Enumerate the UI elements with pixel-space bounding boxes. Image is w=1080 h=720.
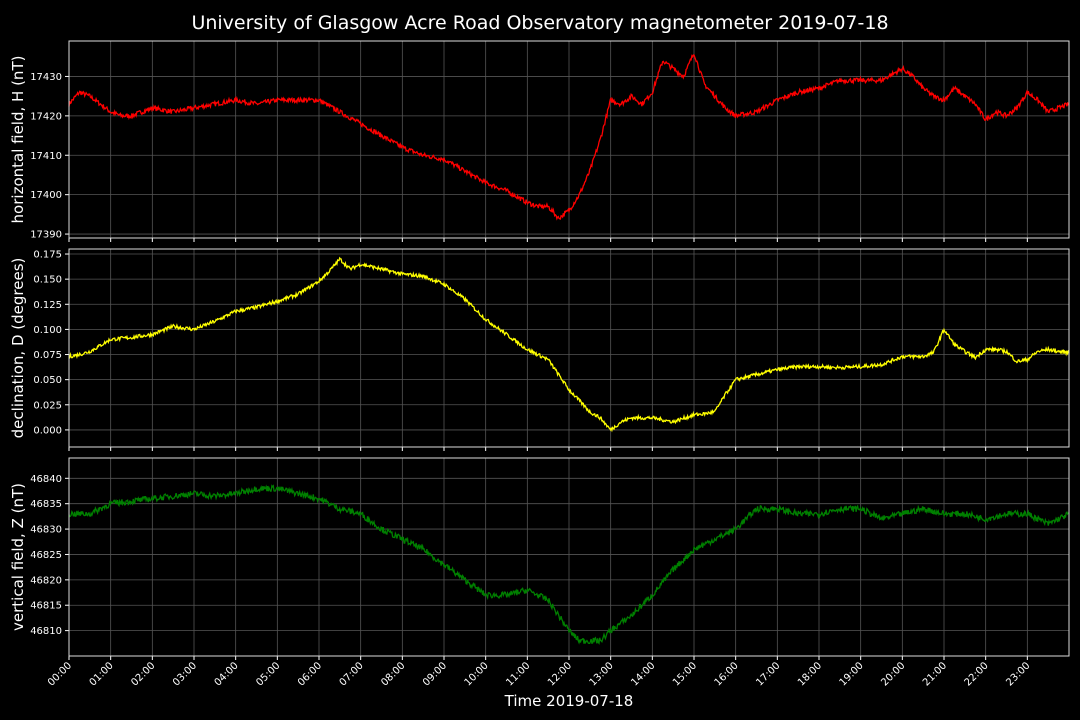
y-tick-label: 46840 [30, 474, 62, 485]
y-tick-label: 17400 [30, 190, 62, 201]
panel-frame [68, 457, 1070, 657]
y-tick-label: 46810 [30, 626, 62, 637]
panel-frame [68, 40, 1070, 239]
y-axis-label: vertical field, Z (nT) [9, 483, 27, 631]
y-tick-label: 17430 [30, 72, 62, 83]
y-tick-label: 0.100 [33, 325, 62, 336]
y-tick-label: 17390 [30, 230, 62, 241]
chart-title: University of Glasgow Acre Road Observat… [191, 12, 888, 34]
y-tick-label: 0.050 [33, 375, 62, 386]
y-tick-label: 0.075 [33, 350, 62, 361]
y-tick-label: 0.000 [33, 425, 62, 436]
y-axis-label: horizontal field, H (nT) [9, 56, 27, 224]
y-tick-label: 17420 [30, 111, 62, 122]
series-line-3 [68, 484, 1070, 645]
y-tick-label: 46830 [30, 525, 62, 536]
y-tick-label: 0.025 [33, 400, 62, 411]
y-tick-label: 46825 [30, 550, 62, 561]
series-line-1 [68, 54, 1070, 221]
series-line-2 [68, 256, 1070, 433]
y-tick-label: 46835 [30, 499, 62, 510]
y-tick-label: 0.175 [33, 250, 62, 261]
y-tick-label: 0.150 [33, 275, 62, 286]
panel-3: 46810 46815 46820 46825 46830 46835 46840verti… [9, 457, 1070, 660]
panel-frame [68, 248, 1070, 448]
y-tick-label: 46815 [30, 601, 62, 612]
y-tick-label: 46820 [30, 575, 62, 586]
y-axis-label: declination, D (degrees) [9, 258, 27, 439]
y-tick-label: 0.125 [33, 300, 62, 311]
y-tick-label: 17410 [30, 151, 62, 162]
panel-2: 0.000 0.025 0.050 0.075 0.100 0.125 0.150 0.175… [9, 248, 1070, 451]
x-axis-label: Time 2019-07-18 [504, 692, 634, 710]
